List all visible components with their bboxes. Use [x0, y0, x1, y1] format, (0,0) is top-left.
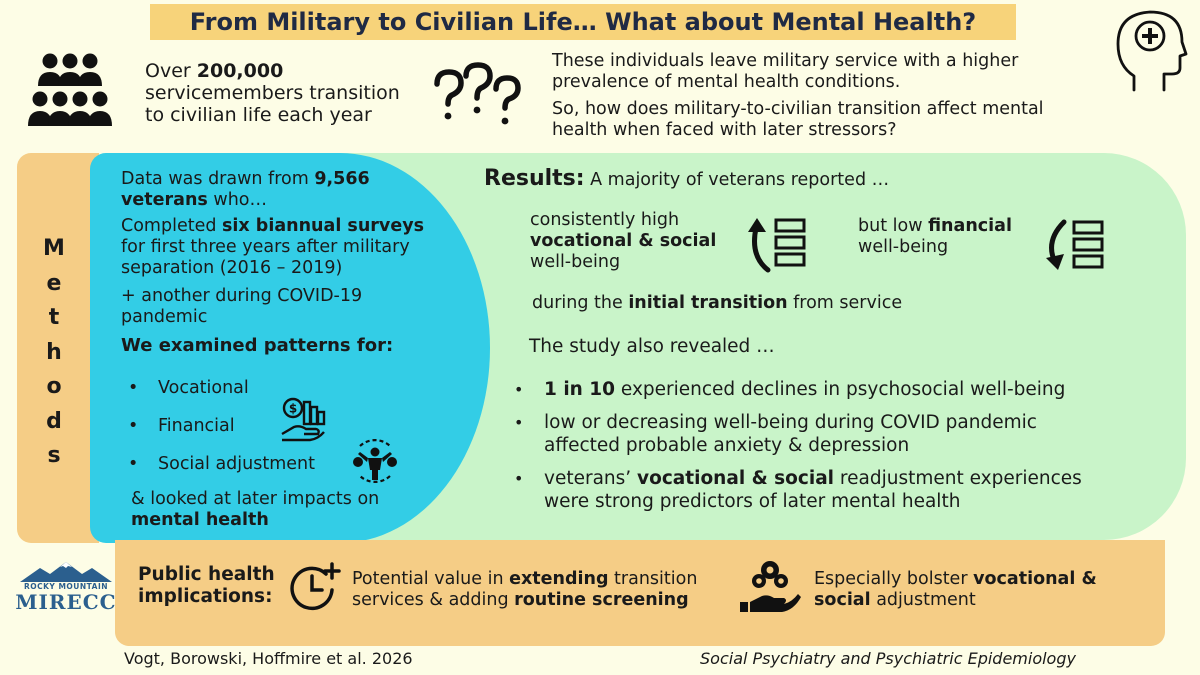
svg-text:$: $: [289, 402, 297, 416]
list-item: • Financial: [128, 416, 235, 436]
methods-panel: [90, 153, 490, 543]
logo-line-2: MIRECC: [15, 590, 117, 614]
mountain-logo-icon: [20, 562, 112, 582]
head-plus-icon: [1116, 10, 1188, 92]
list-item: • Vocational: [128, 378, 249, 398]
results-findings: • 1 in 10 experienced declines in psychos…: [512, 378, 1152, 513]
intro-right-text: These individuals leave military service…: [552, 51, 1044, 140]
methods-closing: & looked at later impacts on mental heal…: [131, 489, 380, 530]
list-item: • veterans’ vocational & social readjustm…: [514, 468, 1082, 512]
methods-text: Data was drawn from 9,566 veterans who… …: [121, 169, 425, 356]
arrow-up-list-icon: [748, 218, 806, 273]
results-vocational-social: consistently high vocational & social we…: [530, 210, 717, 272]
list-item: • Social adjustment: [128, 454, 315, 474]
money-hand-icon: $: [281, 397, 326, 442]
arrow-down-list-icon: [1046, 219, 1104, 270]
intro-left-text: Over 200,000 servicemembers transition t…: [145, 60, 400, 126]
question-marks-icon: [434, 62, 521, 125]
person-cycle-icon: [353, 439, 397, 483]
page-title: From Military to Civilian Life… What abo…: [150, 4, 1016, 40]
public-health-band: [115, 540, 1165, 646]
results-revealed: The study also revealed …: [529, 336, 775, 357]
list-item: • 1 in 10 experienced declines in psychos…: [514, 379, 1066, 400]
hand-gears-icon: [740, 561, 801, 612]
clock-plus-icon: [290, 562, 341, 611]
list-item: • low or decreasing well-being during COV…: [514, 412, 1037, 456]
methods-tab: [17, 153, 99, 543]
logo-line-1: ROCKY MOUNTAIN: [23, 582, 109, 591]
public-health-item-2: Especially bolster vocational & social a…: [814, 569, 1097, 610]
public-health-label: Public health implications:: [138, 564, 275, 607]
people-group-icon: [28, 53, 112, 126]
citation-authors: Vogt, Borowski, Hoffmire et al. 2026: [124, 649, 413, 668]
citation-journal: Social Psychiatry and Psychiatric Epidem…: [700, 649, 1076, 668]
patterns-list: • Vocational • Financial • Social adjustmen…: [128, 378, 368, 492]
public-health-item-1: Potential value in extending transition …: [352, 569, 698, 610]
results-heading: Results: A majority of veterans reported…: [484, 166, 890, 191]
results-financial: but low financial well-being: [858, 216, 1012, 257]
results-during: during the initial transition from servi…: [532, 293, 903, 313]
